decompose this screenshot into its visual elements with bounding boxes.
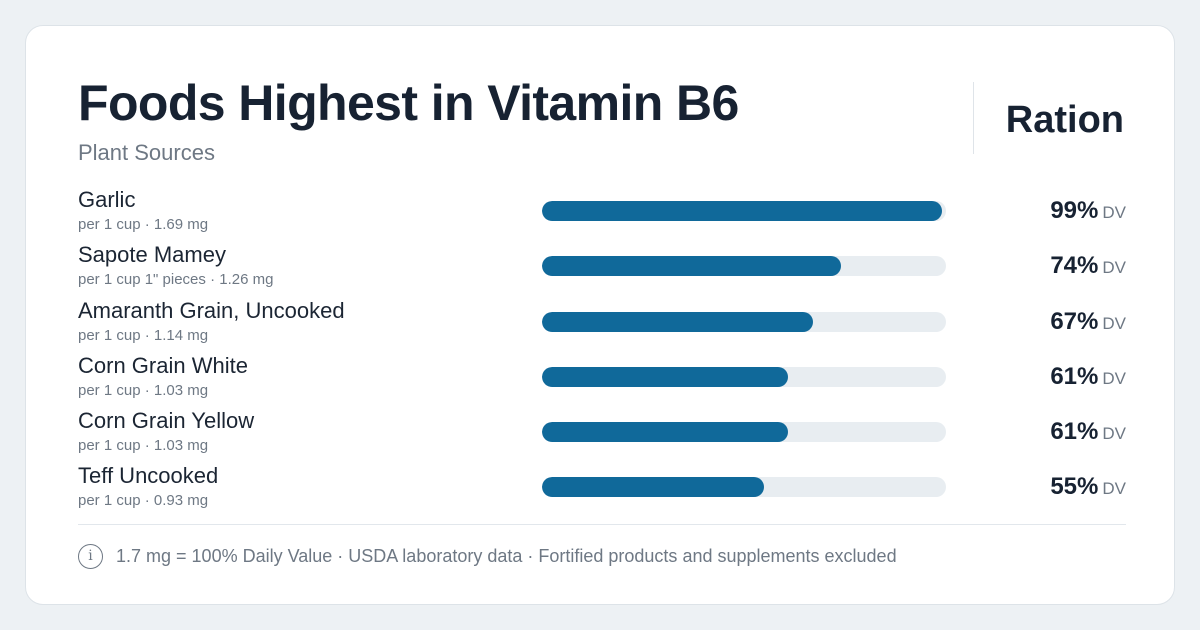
- percent-value: 99%: [1050, 197, 1099, 224]
- header-divider: [973, 82, 974, 154]
- bar-row: Amaranth Grain, Uncooked per 1 cup · 1.14…: [78, 298, 1126, 353]
- food-serving: per 1 cup 1" pieces · 1.26 mg: [78, 271, 274, 289]
- dv-unit: DV: [1102, 479, 1126, 499]
- value-label: 67% DV: [1050, 308, 1126, 336]
- bar-track: [542, 201, 946, 221]
- bar-row: Sapote Mamey per 1 cup 1" pieces · 1.26 m…: [78, 242, 1126, 297]
- bar-track: [542, 311, 946, 332]
- bar-track: [542, 256, 946, 277]
- page-title: Foods Highest in Vitamin B6: [78, 75, 739, 131]
- food-name: Corn Grain White: [78, 352, 248, 378]
- percent-value: 61%: [1050, 418, 1099, 446]
- bar-track: [542, 366, 946, 387]
- chart-card: Foods Highest in Vitamin B6 Plant Source…: [25, 25, 1175, 605]
- percent-value: 55%: [1050, 473, 1099, 501]
- food-name: Teff Uncooked: [78, 463, 219, 489]
- food-name: Sapote Mamey: [78, 242, 226, 268]
- bar-row: Corn Grain White per 1 cup · 1.03 mg 61% DV: [78, 353, 1126, 408]
- bar: [542, 477, 765, 498]
- dv-unit: DV: [1102, 203, 1126, 222]
- percent-value: 67%: [1050, 307, 1099, 335]
- value-label: 61% DV: [1050, 363, 1126, 391]
- dv-unit: DV: [1102, 313, 1126, 333]
- footer-divider: [78, 524, 1126, 525]
- footnote: 1.7 mg = 100% Daily Value · USDA laborat…: [116, 546, 897, 566]
- brand-logo: Ration: [1005, 99, 1124, 141]
- value-label: 74% DV: [1050, 252, 1126, 280]
- bar-row: Teff Uncooked per 1 cup · 0.93 mg 55% DV: [78, 463, 1126, 518]
- percent-value: 61%: [1050, 362, 1099, 390]
- food-name: Corn Grain Yellow: [78, 408, 255, 434]
- bar: [542, 256, 841, 277]
- bar-list: Garlic per 1 cup · 1.69 mg 99% DV Sapote Mam…: [78, 187, 1126, 519]
- food-name: Amaranth Grain, Uncooked: [78, 297, 345, 323]
- bar-track: [542, 477, 946, 498]
- percent-value: 74%: [1050, 252, 1099, 280]
- food-serving: per 1 cup · 1.03 mg: [78, 437, 209, 455]
- bar: [542, 422, 789, 443]
- value-label: 61% DV: [1050, 418, 1126, 446]
- bar-track: [542, 422, 946, 443]
- food-serving: per 1 cup · 1.14 mg: [78, 326, 209, 344]
- bar-row: Garlic per 1 cup · 1.69 mg 99% DV: [78, 187, 1126, 242]
- dv-unit: DV: [1102, 258, 1126, 278]
- bar: [542, 311, 813, 332]
- value-label: 99% DV: [1050, 197, 1126, 225]
- dv-unit: DV: [1102, 368, 1126, 388]
- value-label: 55% DV: [1050, 473, 1126, 501]
- info-icon: i: [78, 544, 103, 569]
- page-subtitle: Plant Sources: [78, 140, 215, 165]
- food-serving: per 1 cup · 1.03 mg: [78, 381, 209, 399]
- bar: [542, 201, 942, 221]
- food-serving: per 1 cup · 0.93 mg: [78, 492, 209, 510]
- dv-unit: DV: [1102, 424, 1126, 444]
- bar-row: Corn Grain Yellow per 1 cup · 1.03 mg 61% D…: [78, 408, 1126, 463]
- bar: [542, 366, 789, 387]
- food-name: Garlic: [78, 187, 136, 212]
- food-serving: per 1 cup · 1.69 mg: [78, 216, 209, 233]
